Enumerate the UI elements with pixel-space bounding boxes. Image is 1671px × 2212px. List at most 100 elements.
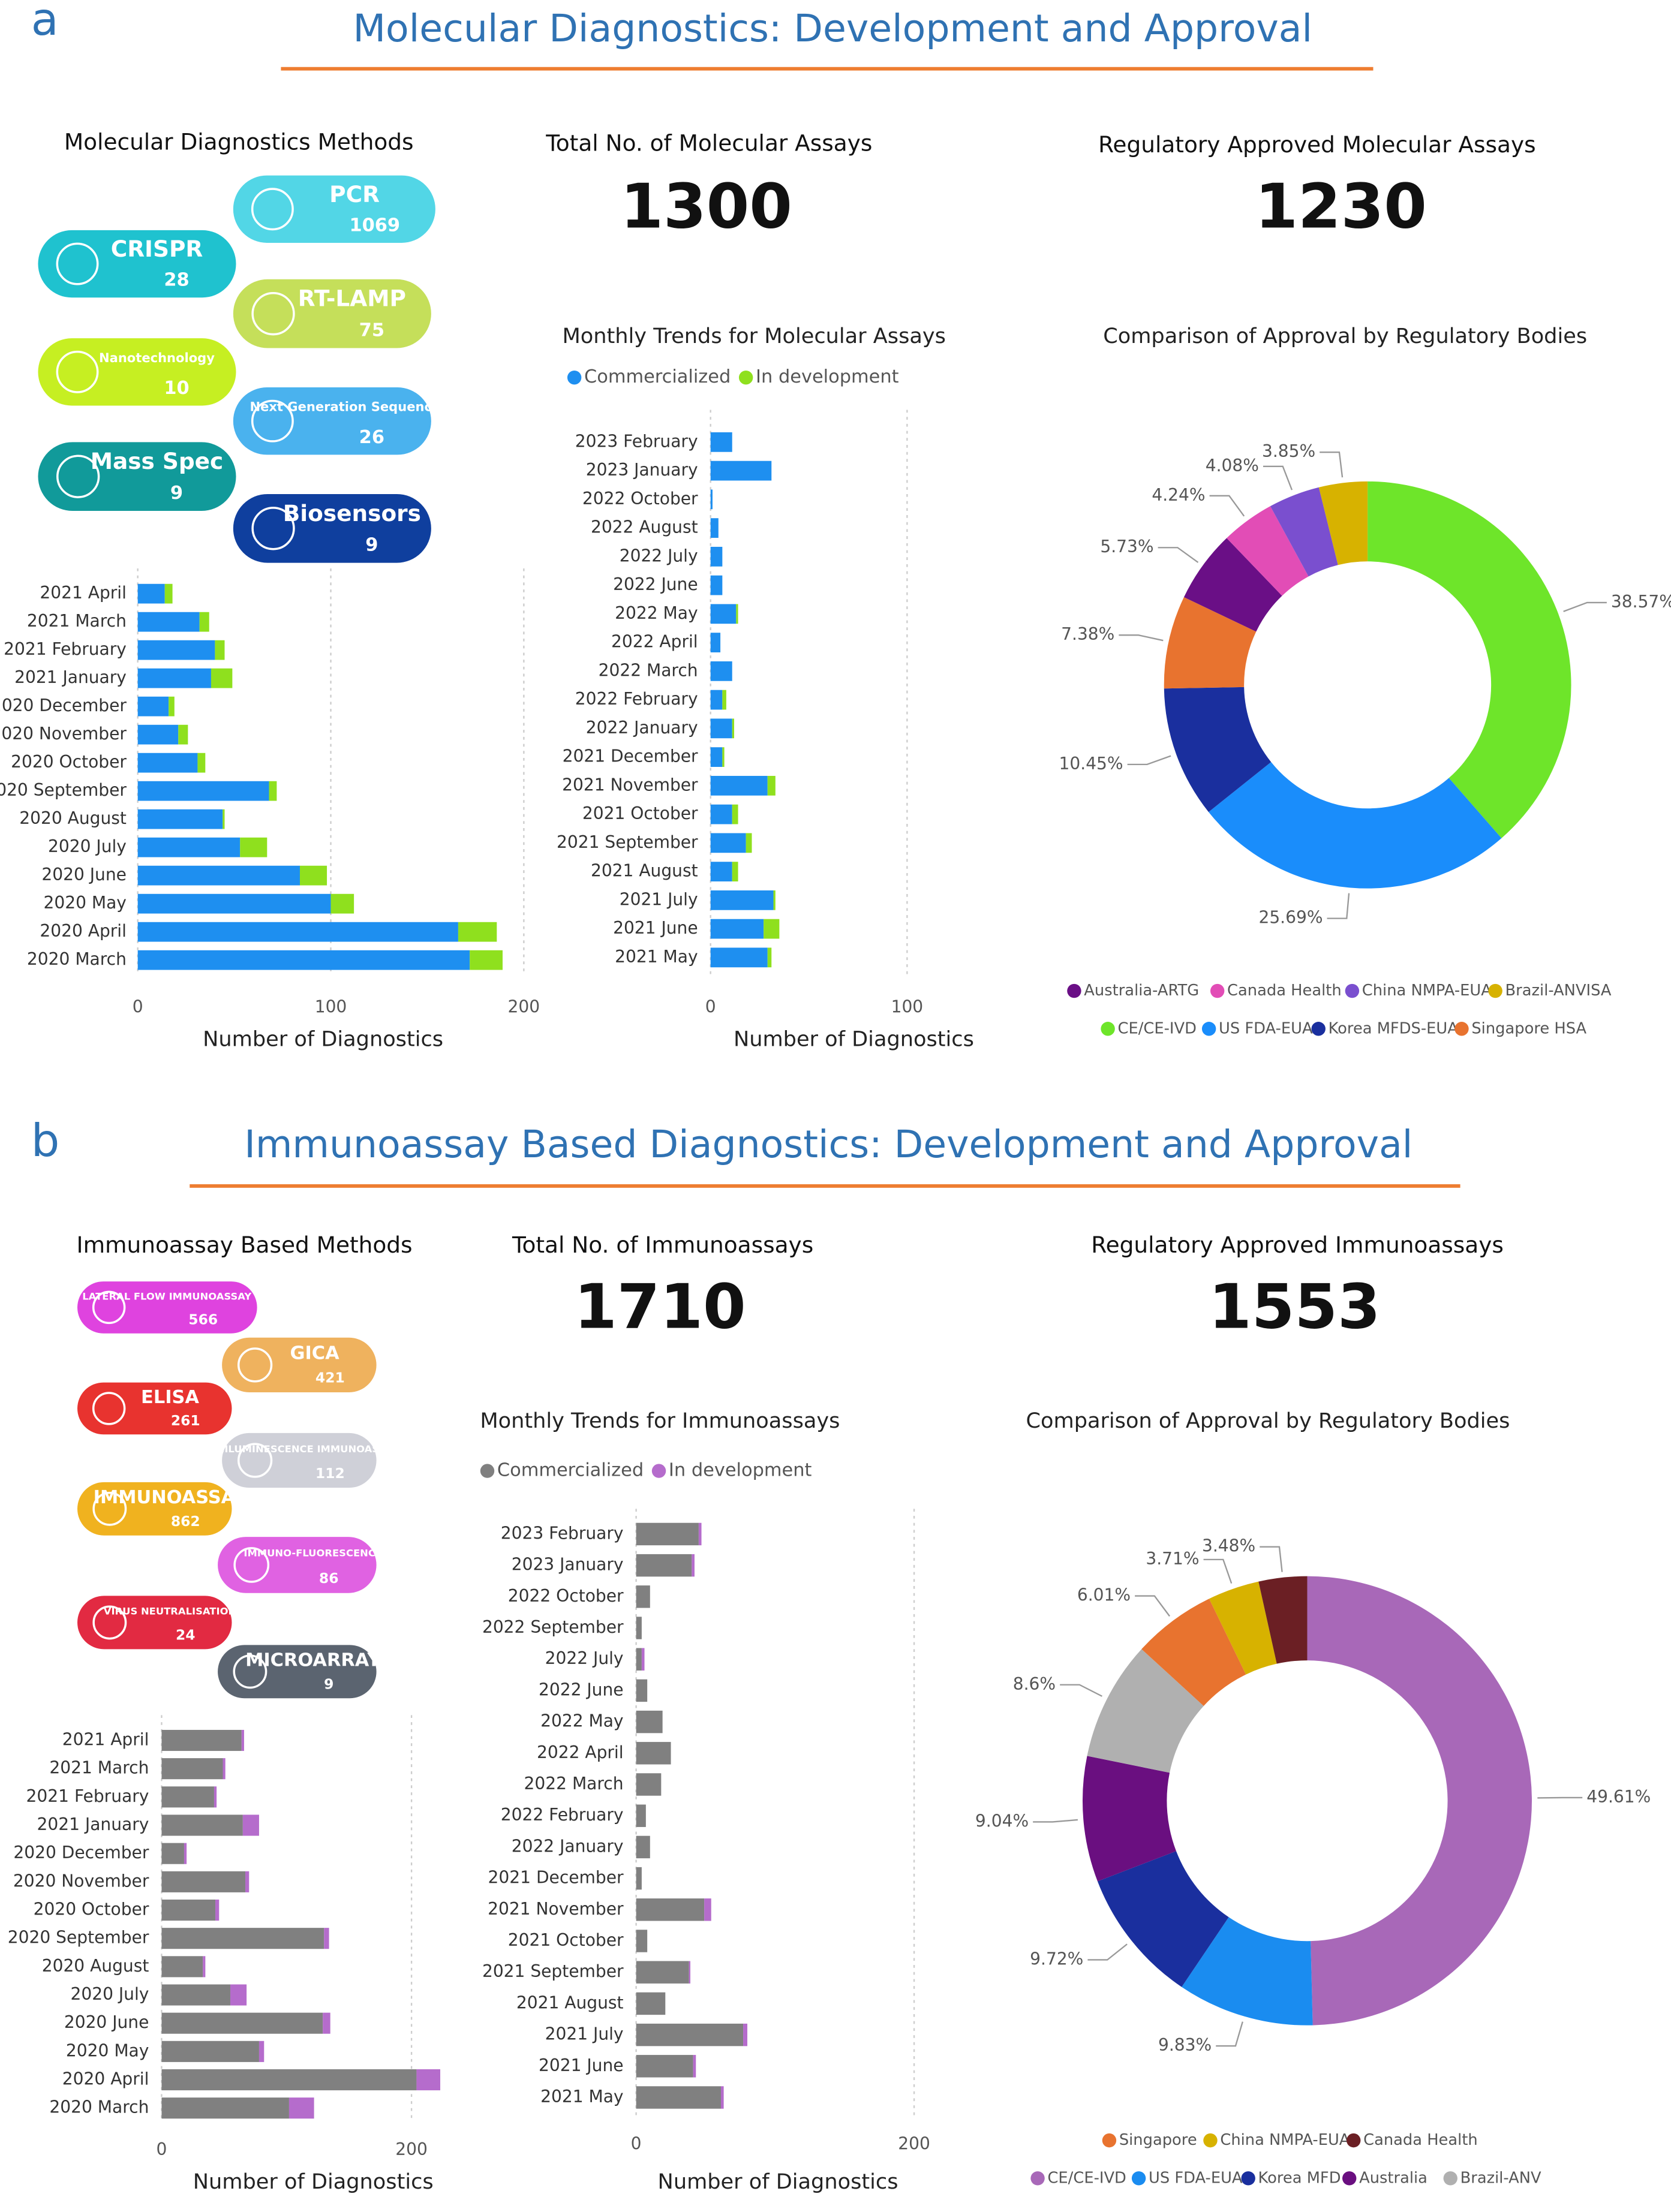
method-name: VIRUS NEUTRALISATION xyxy=(104,1606,236,1617)
y-tick-label: 2021 June xyxy=(613,918,698,938)
method-count: 862 xyxy=(171,1513,200,1530)
legend-marker xyxy=(1488,983,1502,998)
legend-label: Singapore HSA xyxy=(1471,1019,1586,1037)
method-pill xyxy=(218,1537,377,1593)
method-count: 261 xyxy=(171,1412,200,1429)
method-pill xyxy=(77,1482,232,1536)
y-tick-label: 2021 December xyxy=(563,747,698,766)
bar-segment xyxy=(184,1843,187,1864)
legend-marker xyxy=(738,370,753,385)
x-tick-label: 200 xyxy=(898,2134,930,2154)
donut-slice xyxy=(1164,597,1257,689)
y-tick-label: 2021 November xyxy=(562,775,698,794)
legend-label: Korea MFDS-EUA xyxy=(1329,1019,1459,1037)
method-count: 24 xyxy=(176,1627,196,1644)
method-pill xyxy=(38,338,236,406)
method-count: 75 xyxy=(359,320,384,341)
value-label: 9.83% xyxy=(1158,2035,1212,2055)
y-tick-label: 2022 April xyxy=(611,632,698,652)
leader-line xyxy=(1203,1558,1233,1584)
bar-segment xyxy=(137,640,215,660)
bar-segment xyxy=(137,950,470,970)
bar-segment xyxy=(710,890,774,910)
value-label: 5.73% xyxy=(1100,537,1153,556)
legend-marker xyxy=(1030,2171,1045,2186)
method-icon xyxy=(92,1392,126,1425)
donut-slice xyxy=(1182,1917,1313,2026)
bar-segment xyxy=(636,2055,693,2078)
bar-segment xyxy=(137,668,211,688)
method-name: IMMUNO-FLUORESCENCE xyxy=(244,1548,382,1559)
y-tick-label: 2021 October xyxy=(508,1930,624,1950)
bar-segment xyxy=(710,775,768,796)
bar-segment xyxy=(636,1617,642,1639)
method-count: 86 xyxy=(319,1570,339,1587)
method-icon xyxy=(251,507,295,550)
method-count: 566 xyxy=(188,1311,218,1328)
y-tick-label: 2020 March xyxy=(27,949,127,969)
bar-segment xyxy=(710,546,723,567)
y-tick-label: 2022 September xyxy=(482,1617,624,1637)
value-label: 8.6% xyxy=(1013,1674,1056,1694)
bar-segment xyxy=(161,2097,289,2119)
value-label: 4.24% xyxy=(1152,485,1205,505)
y-tick-label: 2020 August xyxy=(42,1956,149,1976)
method-icon xyxy=(251,399,294,443)
bar-segment xyxy=(710,804,732,824)
method-count: 9 xyxy=(324,1676,333,1693)
method-icon xyxy=(233,1654,268,1689)
bar-segment xyxy=(242,1814,259,1836)
legend-marker xyxy=(1454,1022,1469,1036)
leader-line xyxy=(1158,547,1199,563)
legend-marker xyxy=(480,1464,495,1478)
method-pill xyxy=(77,1596,232,1650)
bar-segment xyxy=(710,461,772,481)
bar-segment xyxy=(137,837,241,857)
bar-segment xyxy=(161,1786,214,1808)
stat-value: 1230 xyxy=(1255,170,1427,242)
y-tick-label: 2022 July xyxy=(620,546,698,565)
bar-segment xyxy=(161,1871,246,1892)
value-label: 4.08% xyxy=(1206,456,1259,475)
y-tick-label: 2022 March xyxy=(599,660,698,680)
value-label: 3.48% xyxy=(1202,1536,1255,1556)
y-tick-label: 2021 May xyxy=(615,947,698,967)
donut-slice xyxy=(1183,538,1282,632)
legend-marker xyxy=(1347,2133,1361,2148)
bar-segment xyxy=(241,1729,244,1751)
legend-label: US FDA-EUA xyxy=(1149,2169,1243,2187)
leader-line xyxy=(1087,1943,1128,1961)
bar-segment xyxy=(230,1984,247,2006)
y-tick-label: 2022 October xyxy=(508,1586,624,1606)
donut-slice xyxy=(1307,1576,1532,2026)
bar-segment xyxy=(137,583,165,604)
method-name: IMMUNOASSAY xyxy=(94,1487,248,1508)
y-tick-label: 2022 February xyxy=(501,1805,624,1825)
panel-title: Immunoassay Based Diagnostics: Developme… xyxy=(244,1122,1412,1166)
bar-segment xyxy=(710,489,713,510)
y-tick-label: 2020 June xyxy=(41,865,127,884)
donut-slice xyxy=(1141,1599,1246,1707)
donut-slice xyxy=(1318,481,1368,565)
x-tick-label: 0 xyxy=(157,2139,167,2159)
y-tick-label: 2020 November xyxy=(13,1871,149,1891)
method-count: 9 xyxy=(170,483,183,504)
value-label: 9.04% xyxy=(975,1811,1029,1831)
y-tick-label: 2020 October xyxy=(11,752,127,772)
x-tick-label: 0 xyxy=(705,997,716,1017)
legend-label: China NMPA-EUA xyxy=(1220,2131,1350,2149)
legend-label: Singapore xyxy=(1119,2131,1197,2149)
stat-label: Regulatory Approved Molecular Assays xyxy=(1098,131,1536,158)
bar-segment xyxy=(732,862,738,881)
y-tick-label: 2021 June xyxy=(539,2055,624,2075)
legend-marker xyxy=(1443,2171,1457,2186)
bar-segment xyxy=(161,1984,231,2006)
bar-segment xyxy=(710,633,721,652)
bar-segment xyxy=(710,690,723,710)
x-tick-label: 100 xyxy=(891,997,924,1017)
bar-segment xyxy=(710,947,768,968)
bar-segment xyxy=(636,1773,662,1796)
leader-line xyxy=(1033,1819,1078,1823)
method-icon xyxy=(56,455,100,498)
